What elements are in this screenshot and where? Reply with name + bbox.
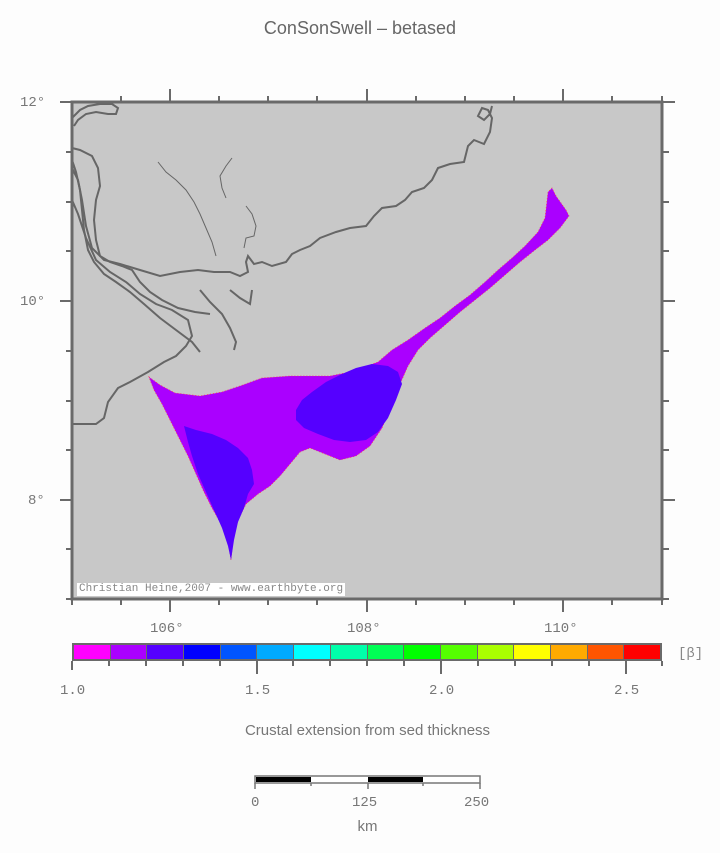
colorbar-swatch: [587, 645, 625, 659]
colorbar-swatch: [404, 645, 441, 659]
colorbar-swatch: [220, 645, 258, 659]
credit-text: Christian Heine,2007 - www.earthbyte.org: [77, 583, 346, 596]
colorbar-swatch: [184, 645, 221, 659]
colorbar-swatch: [550, 645, 588, 659]
lat-label-10: 10°: [20, 294, 46, 310]
colorbar-swatch: [110, 645, 148, 659]
scalebar-unit: km: [357, 818, 378, 835]
colorbar-swatch: [330, 645, 368, 659]
map-title: ConSonSwell – betased: [263, 18, 457, 38]
colorbar-label-1.0: 1.0: [60, 683, 86, 699]
scalebar-label-125: 125: [352, 795, 378, 811]
scalebar-label-250: 250: [464, 795, 490, 811]
lon-label-108: 108°: [347, 621, 381, 637]
colorbar-label-2.0: 2.0: [429, 683, 455, 699]
colorbar-label-2.5: 2.5: [614, 683, 640, 699]
lon-label-110: 110°: [544, 621, 578, 637]
colorbar-caption: Crustal extension from sed thickness: [244, 722, 491, 739]
colorbar-swatch: [440, 645, 478, 659]
colorbar-swatch: [74, 645, 111, 659]
coastlines: [71, 103, 494, 425]
beta-region-1.2-1.3-east: [296, 364, 402, 442]
colorbar-swatch: [367, 645, 405, 659]
colorbar-swatch: [514, 645, 551, 659]
colorbar-swatch: [257, 645, 295, 659]
scale-bar: [254, 775, 481, 789]
axis-ticks: [60, 89, 675, 674]
lat-label-12: 12°: [20, 95, 46, 111]
colorbar-label-1.5: 1.5: [245, 683, 271, 699]
map-background: [72, 102, 662, 599]
beta-region-1.2-1.3-southwest: [184, 426, 254, 560]
colorbar-swatch: [624, 645, 660, 659]
colorbar: [72, 643, 662, 661]
colorbar-swatch: [477, 645, 515, 659]
colorbar-swatch: [147, 645, 185, 659]
colorbar-unit: [β]: [678, 646, 704, 662]
colorbar-swatch: [294, 645, 331, 659]
scalebar-label-0: 0: [251, 795, 260, 811]
lon-label-106: 106°: [150, 621, 184, 637]
lat-label-8: 8°: [28, 493, 45, 509]
rivers: [157, 157, 257, 257]
